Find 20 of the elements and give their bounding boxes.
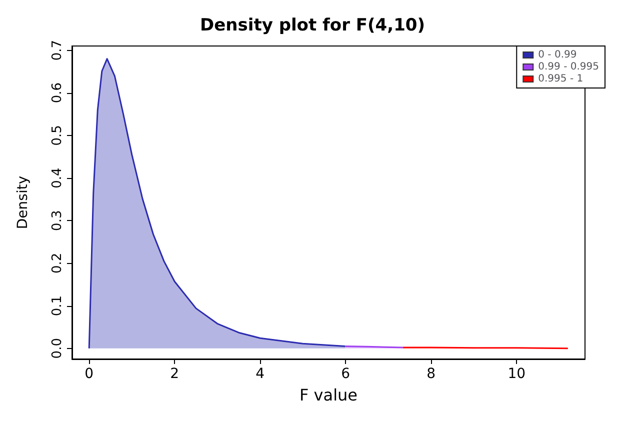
- y-axis-title: Density: [15, 176, 31, 230]
- legend-label: 0 - 0.99: [538, 50, 577, 60]
- y-tick-label: 0.4: [50, 168, 65, 188]
- y-tick-label: 0.3: [50, 210, 65, 231]
- y-tick-label: 0.5: [50, 125, 65, 146]
- x-tick-label: 8: [426, 366, 436, 382]
- x-tick-label: 0: [84, 366, 94, 382]
- legend-label: 0.995 - 1: [538, 74, 584, 84]
- x-tick-label: 4: [256, 366, 265, 382]
- legend-label: 0.99 - 0.995: [538, 62, 599, 72]
- x-tick-label: 6: [341, 366, 350, 382]
- x-axis-title: F value: [300, 386, 358, 404]
- y-tick-label: 0.0: [50, 338, 65, 359]
- y-tick-label: 0.7: [50, 40, 65, 61]
- x-tick-label: 2: [170, 366, 180, 382]
- x-tick-label: 10: [508, 366, 526, 382]
- y-tick-label: 0.2: [50, 252, 65, 274]
- chart-title: Density plot for F(4,10): [200, 16, 426, 36]
- y-tick-label: 0.1: [50, 295, 65, 316]
- y-tick-label: 0.6: [50, 82, 65, 104]
